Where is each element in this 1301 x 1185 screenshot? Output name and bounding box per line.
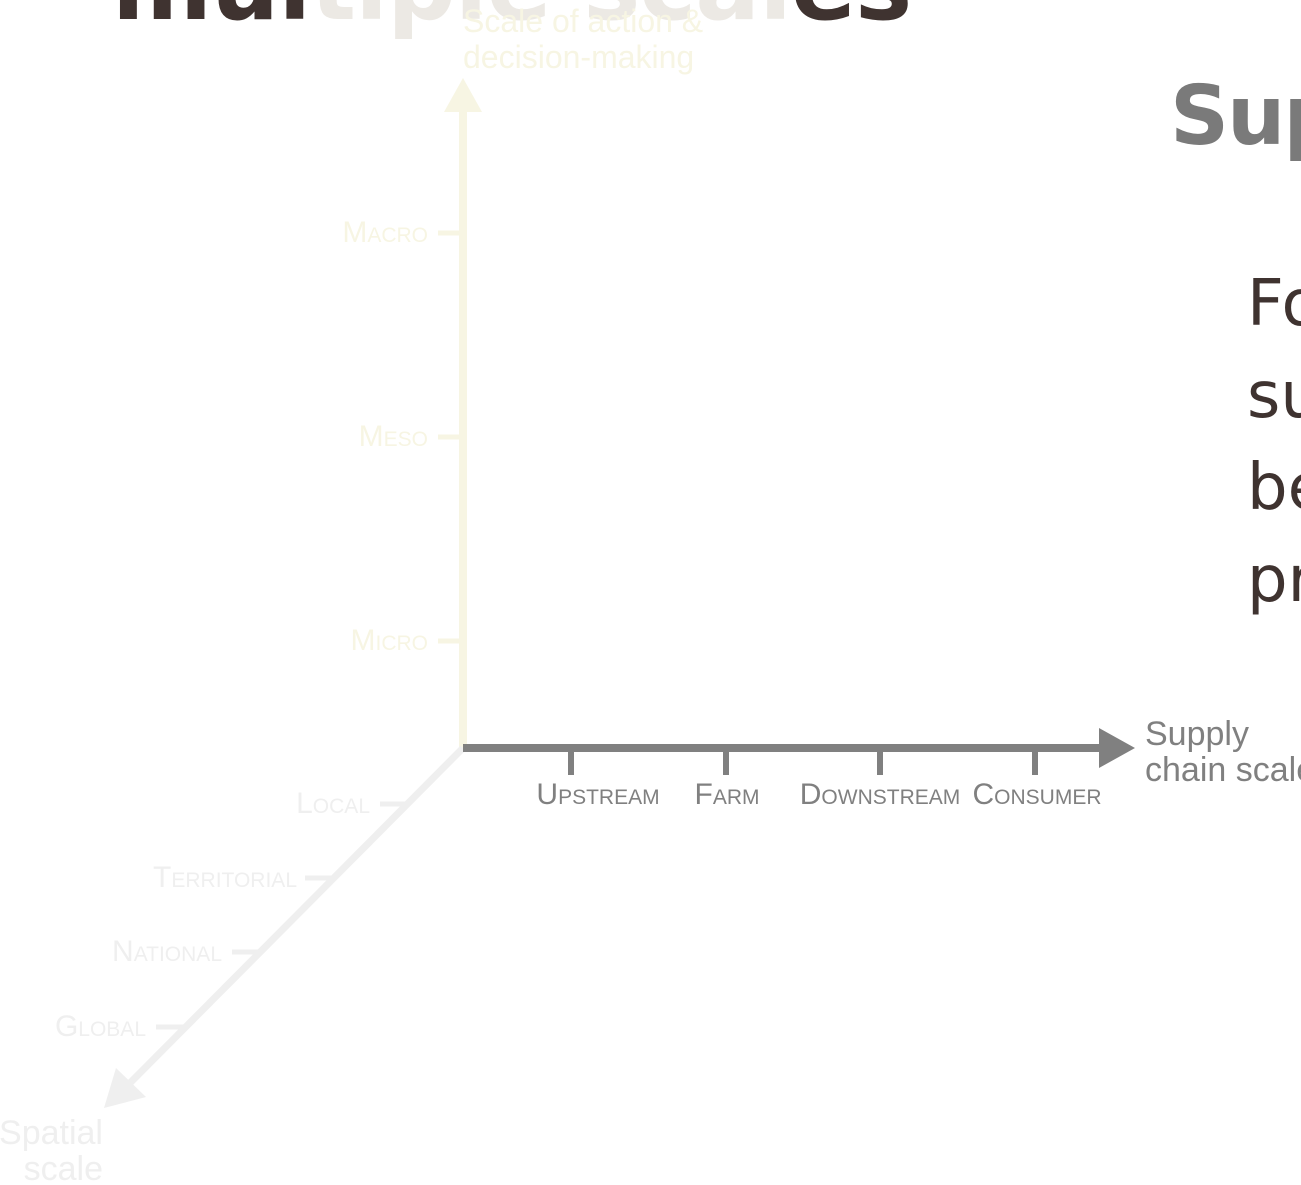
diagonal-axis-label-line-2: scale [24, 1150, 103, 1185]
vertical-axis-label-line-1: Scale of action & [463, 3, 703, 39]
horizontal-axis [463, 728, 1135, 775]
section-title: Sup [1170, 69, 1301, 164]
diagonal-axis-label-line-1: Spatial [0, 1114, 103, 1152]
diagonal-axis-arrowhead [104, 1068, 146, 1108]
vertical-axis-arrowhead [444, 78, 482, 112]
tick-label-global: Global [55, 1010, 146, 1043]
vertical-axis [438, 78, 482, 748]
diagonal-axis-line [122, 745, 466, 1091]
body-line-4: pr [1247, 543, 1301, 617]
body-line-3: be [1247, 451, 1301, 525]
vertical-axis-label-line-2: decision-making [463, 39, 694, 75]
horizontal-axis-label-line-1: Supply [1145, 715, 1249, 753]
body-line-2: su [1247, 359, 1301, 433]
horizontal-axis-label: Supply chain scale [1145, 715, 1301, 789]
slide-title-end: es [791, 0, 912, 42]
diagonal-axis-label: Spatial scale [0, 1114, 103, 1185]
slide-title-faded: tiple scal [310, 0, 792, 42]
horizontal-axis-label-line-2: chain scale [1145, 751, 1301, 789]
tick-label-local: Local [296, 787, 370, 820]
tick-label-upstream: Upstream [536, 778, 659, 811]
tick-label-macro: Macro [342, 216, 428, 249]
tick-label-meso: Meso [359, 420, 428, 453]
body-line-1: Fo [1247, 267, 1301, 341]
tick-label-downstream: Downstream [800, 778, 961, 811]
body-text: Fo su be pr [1247, 258, 1301, 626]
tick-label-national: National [112, 935, 222, 968]
diagonal-axis [104, 745, 466, 1108]
horizontal-axis-arrowhead [1099, 728, 1135, 768]
tick-label-territorial: Territorial [153, 861, 297, 894]
slide-title-visible: mul [112, 0, 311, 42]
tick-label-micro: Micro [351, 624, 429, 657]
slide-title: multiple scales [112, 0, 912, 34]
tick-label-farm: Farm [695, 778, 760, 811]
tick-label-consumer: Consumer [972, 778, 1101, 811]
vertical-axis-label: Scale of action & decision-making [463, 3, 703, 75]
